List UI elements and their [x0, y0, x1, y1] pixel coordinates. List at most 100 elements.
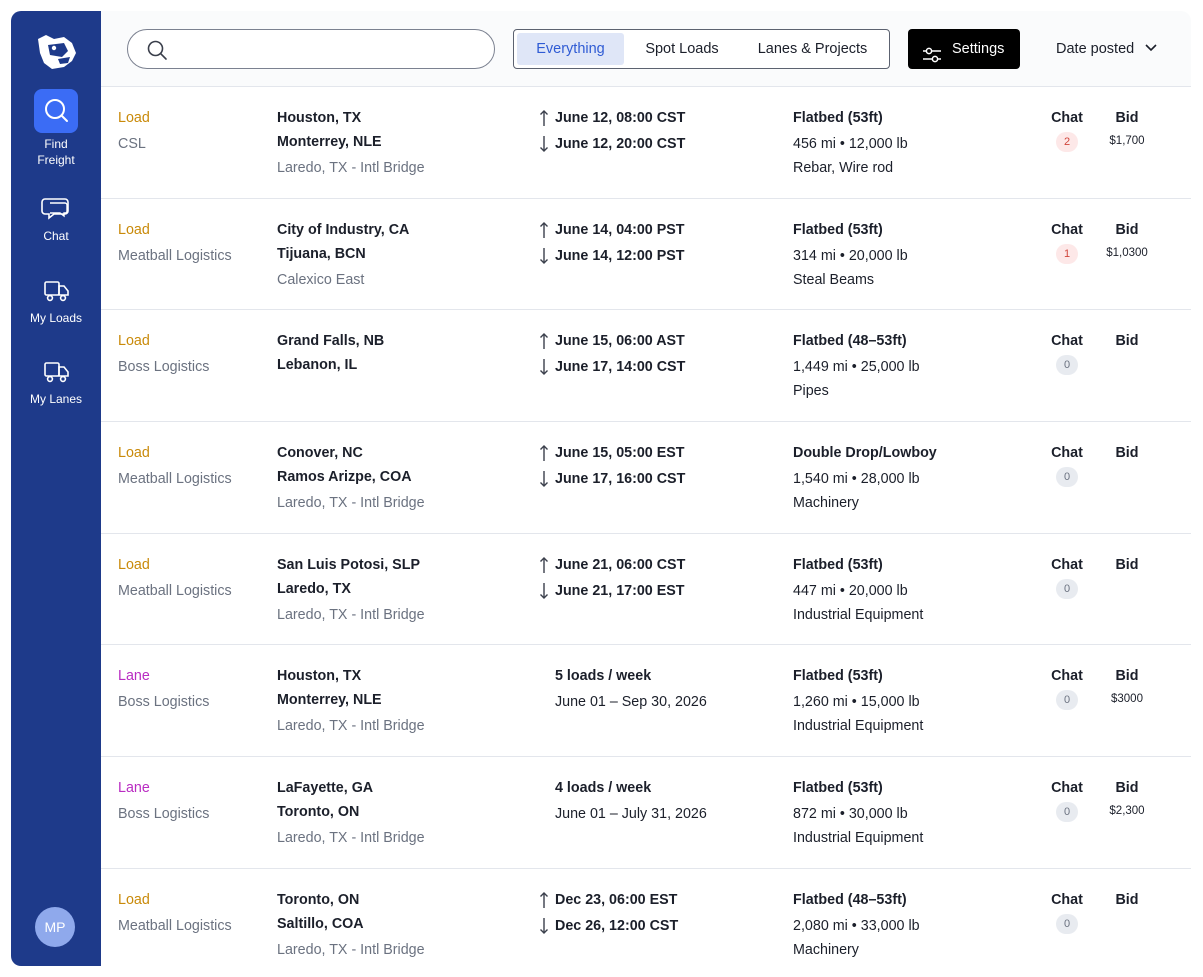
- sidebar-item-label: My Loads: [29, 311, 83, 325]
- distance-weight: 456 mi • 12,000 lb: [793, 136, 908, 152]
- chat-link[interactable]: Chat: [1051, 110, 1083, 126]
- bid-link[interactable]: Bid: [1115, 445, 1139, 462]
- commodity: Machinery: [793, 495, 859, 512]
- arrow-down-icon: [538, 581, 550, 601]
- sidebar-item-my-lanes[interactable]: My Lanes: [11, 352, 101, 407]
- search-box[interactable]: [127, 29, 495, 69]
- shipper-name: Boss Logistics: [118, 694, 210, 711]
- table-row[interactable]: Load Meatball Logistics Conover, NC Ramos A…: [101, 422, 1191, 534]
- pickup-time: June 12, 08:00 CST: [555, 110, 686, 126]
- chat-link[interactable]: Chat: [1051, 221, 1083, 238]
- arrow-down-icon: [538, 916, 550, 936]
- border-crossing: Calexico East: [277, 271, 365, 288]
- origin-city: City of Industry, CA: [277, 221, 410, 238]
- arrow-down-icon: [538, 469, 550, 489]
- table-row[interactable]: Load Meatball Logistics City of Industry, …: [101, 198, 1191, 311]
- truck-icon: [34, 352, 78, 392]
- distance-weight: 2,080 mi • 33,000 lb: [793, 917, 920, 934]
- tab-spot-loads[interactable]: Spot Loads: [645, 41, 719, 57]
- chat-count-badge[interactable]: 0: [1056, 578, 1078, 599]
- destination-city: Monterrey, NLE: [277, 692, 382, 709]
- chat-link[interactable]: Chat: [1051, 780, 1083, 797]
- chat-link[interactable]: Chat: [1051, 445, 1083, 462]
- destination-city: Laredo, TX: [277, 580, 351, 597]
- lane-frequency: 4 loads / week: [555, 780, 652, 797]
- origin-city: Grand Falls, NB: [277, 333, 385, 350]
- sidebar-item-find-freight[interactable]: Find Freight: [11, 89, 101, 168]
- table-row[interactable]: Load Meatball Logistics Toronto, ON Saltill…: [101, 868, 1191, 977]
- destination-city: Lebanon, IL: [277, 357, 358, 374]
- chat-count-badge[interactable]: 0: [1056, 355, 1078, 376]
- distance-weight: 1,449 mi • 25,000 lb: [793, 359, 920, 376]
- sidebar-item-chat[interactable]: Chat: [11, 189, 101, 244]
- chat-bubbles-icon: [34, 189, 78, 229]
- pickup-time: June 21, 06:00 CST: [555, 556, 686, 573]
- chat-count-badge[interactable]: 0: [1056, 913, 1078, 934]
- arrow-down-icon: [538, 246, 550, 266]
- chat-count-badge[interactable]: 2: [1056, 132, 1078, 152]
- shipper-name: Meatball Logistics: [118, 917, 232, 934]
- equipment-type: Flatbed (53ft): [793, 221, 883, 238]
- search-icon: [34, 89, 78, 133]
- bid-amount: $1,0300: [1106, 246, 1148, 259]
- sidebar-item-my-loads[interactable]: My Loads: [11, 271, 101, 326]
- table-row[interactable]: Lane Boss Logistics LaFayette, GA Toronto, …: [101, 757, 1191, 869]
- bid-amount: $3000: [1111, 693, 1143, 706]
- sidebar-item-label: Chat: [43, 229, 69, 243]
- arrow-down-icon: [538, 134, 550, 154]
- origin-city: Houston, TX: [277, 110, 362, 126]
- sort-dropdown[interactable]: Date posted: [1056, 29, 1158, 69]
- search-input[interactable]: [180, 38, 480, 60]
- table-row[interactable]: Load Meatball Logistics San Luis Potosi, S…: [101, 533, 1191, 646]
- chat-count-badge[interactable]: 0: [1056, 467, 1078, 488]
- arrow-up-icon: [538, 555, 550, 575]
- arrow-down-icon: [538, 357, 550, 377]
- chat-link[interactable]: Chat: [1051, 668, 1083, 685]
- destination-city: Ramos Arizpe, COA: [277, 469, 412, 486]
- chat-link[interactable]: Chat: [1051, 556, 1083, 573]
- origin-city: San Luis Potosi, SLP: [277, 556, 420, 573]
- delivery-time: June 17, 14:00 CST: [555, 359, 686, 376]
- destination-city: Toronto, ON: [277, 804, 360, 821]
- table-row[interactable]: Load Boss Logistics Grand Falls, NB Lebanon…: [101, 310, 1191, 423]
- bid-link[interactable]: Bid: [1115, 556, 1139, 573]
- tab-lanes-projects[interactable]: Lanes & Projects: [757, 41, 868, 57]
- settings-button[interactable]: Settings: [908, 29, 1020, 69]
- freight-list: Load CSL Houston, TX Monterrey, NLE Laredo, …: [101, 87, 1191, 977]
- chat-link[interactable]: Chat: [1051, 333, 1083, 350]
- shipper-name: Boss Logistics: [118, 359, 210, 376]
- lane-frequency: 5 loads / week: [555, 668, 652, 685]
- chat-count-badge[interactable]: 0: [1056, 802, 1078, 823]
- avatar[interactable]: MP: [35, 907, 75, 947]
- arrow-up-icon: [538, 220, 550, 240]
- bid-link[interactable]: Bid: [1115, 668, 1139, 685]
- bear-logo-icon[interactable]: [34, 31, 78, 71]
- destination-city: Monterrey, NLE: [277, 134, 382, 150]
- equipment-type: Flatbed (48–53ft): [793, 333, 907, 350]
- chat-count-badge[interactable]: 0: [1056, 690, 1078, 711]
- sidebar-item-label: Find Freight: [37, 137, 75, 167]
- table-row[interactable]: Load CSL Houston, TX Monterrey, NLE Laredo, …: [101, 87, 1191, 199]
- bid-link[interactable]: Bid: [1115, 221, 1139, 238]
- sort-label: Date posted: [1056, 41, 1135, 57]
- bid-link[interactable]: Bid: [1115, 110, 1139, 126]
- chat-link[interactable]: Chat: [1051, 891, 1083, 908]
- shipper-name: CSL: [118, 136, 146, 152]
- row-type-label: Load: [118, 445, 150, 462]
- table-row[interactable]: Lane Boss Logistics Houston, TX Monterrey, …: [101, 645, 1191, 758]
- arrow-up-icon: [538, 443, 550, 463]
- chat-count-badge[interactable]: 1: [1056, 243, 1078, 264]
- distance-weight: 314 mi • 20,000 lb: [793, 247, 908, 264]
- shipper-name: Meatball Logistics: [118, 582, 232, 599]
- pickup-time: June 15, 06:00 AST: [555, 333, 685, 350]
- equipment-type: Flatbed (53ft): [793, 668, 883, 685]
- distance-weight: 1,540 mi • 28,000 lb: [793, 471, 920, 488]
- commodity: Pipes: [793, 383, 829, 400]
- bid-link[interactable]: Bid: [1115, 333, 1139, 350]
- border-crossing: Laredo, TX - Intl Bridge: [277, 830, 425, 847]
- bid-link[interactable]: Bid: [1115, 780, 1139, 797]
- tab-everything[interactable]: Everything: [517, 33, 624, 65]
- delivery-time: Dec 26, 12:00 CST: [555, 917, 679, 934]
- border-crossing: Laredo, TX - Intl Bridge: [277, 941, 425, 958]
- bid-link[interactable]: Bid: [1115, 891, 1139, 908]
